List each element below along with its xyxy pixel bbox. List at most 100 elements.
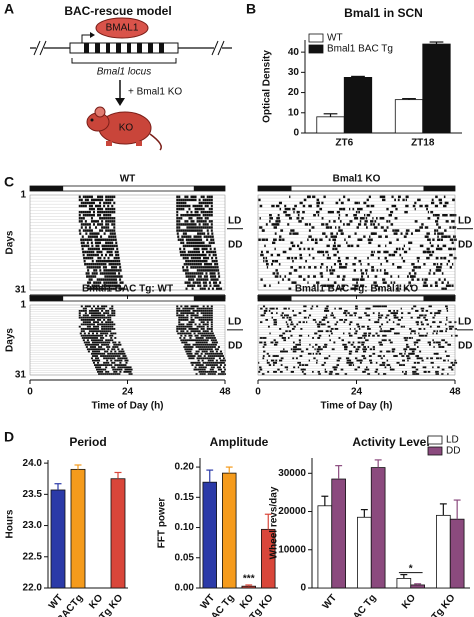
activity: [115, 256, 118, 260]
bac-construct: [69, 42, 179, 54]
activity: [336, 250, 339, 254]
activity: [263, 312, 266, 315]
activity: [201, 373, 204, 375]
activity: [434, 312, 438, 315]
activity: [180, 241, 183, 245]
activity: [322, 346, 325, 348]
activity: [109, 220, 112, 223]
activity: [86, 266, 89, 269]
activity: [216, 278, 219, 281]
activity: [314, 332, 317, 335]
activity: [91, 337, 94, 339]
activity: [176, 201, 179, 205]
activity: [180, 229, 183, 232]
activity: [192, 214, 195, 217]
activity: [377, 256, 380, 260]
activity: [78, 316, 81, 319]
activity: [375, 321, 380, 324]
activity: [102, 287, 105, 290]
activity: [118, 359, 121, 362]
activity: [453, 214, 457, 217]
activity: [204, 214, 207, 217]
activity: [435, 269, 440, 272]
activity: [339, 263, 342, 266]
activity: [206, 210, 209, 214]
activity: [386, 359, 389, 362]
activity: [105, 210, 108, 214]
activity: [284, 207, 288, 211]
activity: [180, 201, 183, 205]
activity: [328, 220, 331, 223]
activity: [198, 348, 201, 351]
activity: [86, 328, 89, 330]
activity: [453, 361, 458, 364]
activity: [107, 241, 110, 245]
activity: [211, 350, 214, 353]
activity: [202, 253, 205, 257]
activity: [180, 334, 183, 337]
activity: [313, 275, 316, 278]
activity: [210, 328, 213, 330]
activity: [105, 334, 108, 337]
activity: [426, 235, 429, 238]
activity: [107, 309, 110, 312]
activity: [215, 284, 218, 287]
activity: [111, 210, 114, 214]
activity: [202, 316, 205, 319]
activity: [83, 337, 86, 339]
activity: [388, 253, 392, 257]
activity: [385, 259, 389, 263]
activity: [398, 266, 402, 269]
activity: [180, 207, 183, 211]
activity: [87, 247, 90, 251]
activity: [205, 235, 208, 238]
activity: [97, 357, 100, 360]
activity: [195, 250, 198, 254]
activity: [99, 195, 102, 199]
activity: [213, 346, 216, 348]
activity: [321, 223, 325, 226]
activity: [86, 319, 89, 321]
activity: [217, 284, 220, 287]
activity: [307, 195, 310, 199]
activity: [407, 312, 411, 315]
activity: [114, 278, 118, 281]
activity: [86, 210, 89, 214]
activity: [439, 321, 442, 324]
activity: [195, 263, 198, 266]
activity: [343, 343, 347, 346]
panel-label: B: [246, 1, 256, 17]
activity: [196, 269, 199, 272]
activity: [383, 339, 387, 342]
activity: [118, 350, 121, 353]
activity: [391, 368, 395, 371]
activity: [90, 278, 93, 281]
activity: [397, 275, 400, 278]
activity: [261, 229, 264, 232]
activity: [82, 214, 85, 217]
activity: [416, 278, 420, 281]
activity: [197, 250, 200, 254]
activity: [436, 266, 440, 269]
activity: [119, 281, 122, 284]
activity: [329, 330, 332, 333]
activity: [345, 214, 348, 217]
arrow-head: [115, 98, 125, 106]
activity: [101, 195, 104, 199]
activity: [265, 307, 268, 310]
activity: [402, 359, 406, 362]
activity: [329, 226, 333, 229]
activity: [378, 235, 382, 238]
activity: [338, 307, 343, 310]
activity: [113, 210, 116, 214]
activity: [260, 250, 263, 254]
activity: [388, 309, 391, 312]
activity: [88, 278, 91, 281]
activity: [95, 312, 98, 315]
activity: [110, 250, 113, 254]
activity: [328, 238, 331, 241]
activity: [383, 305, 387, 308]
activity: [215, 287, 219, 290]
activity: [431, 198, 434, 202]
activity: [366, 226, 368, 229]
